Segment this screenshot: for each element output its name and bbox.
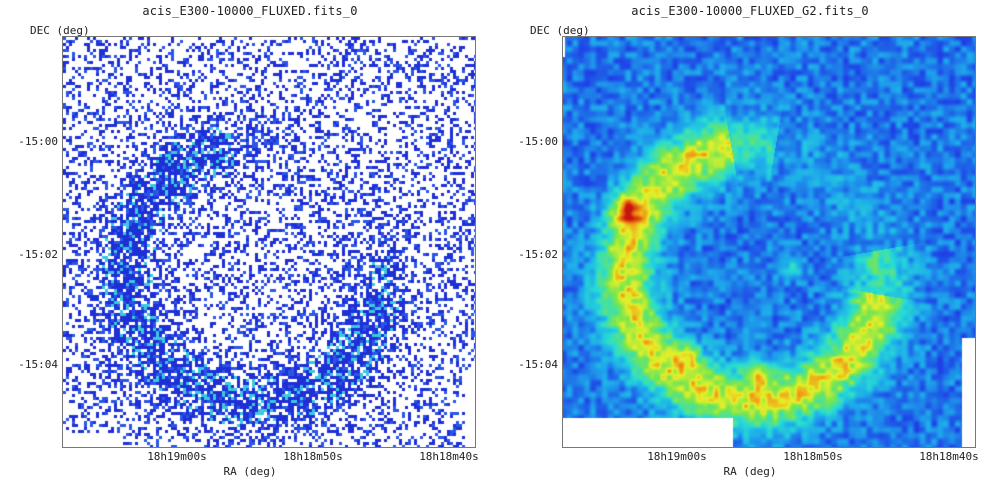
panel-title: acis_E300-10000_FLUXED_G2.fits_0 bbox=[631, 4, 869, 18]
raw-image-canvas[interactable] bbox=[63, 37, 475, 447]
image-plot-area[interactable] bbox=[62, 36, 476, 448]
dec-tick-label: -15:04 bbox=[18, 358, 58, 371]
ra-axis-label: RA (deg) bbox=[723, 465, 777, 478]
ra-axis-label: RA (deg) bbox=[223, 465, 277, 478]
ra-tick-label: 18h19m00s bbox=[647, 450, 707, 463]
dec-tick-label: -15:00 bbox=[518, 135, 558, 148]
panel-right-smoothed: acis_E300-10000_FLUXED_G2.fits_0 DEC (de… bbox=[500, 0, 1000, 485]
dec-tick-label: -15:02 bbox=[518, 248, 558, 261]
ra-tick-label: 18h18m40s bbox=[919, 450, 979, 463]
smoothed-image-canvas[interactable] bbox=[563, 37, 975, 447]
dec-tick-label: -15:00 bbox=[18, 135, 58, 148]
ra-tick-label: 18h18m40s bbox=[419, 450, 479, 463]
panel-title: acis_E300-10000_FLUXED.fits_0 bbox=[142, 4, 358, 18]
ra-tick-label: 18h19m00s bbox=[147, 450, 207, 463]
ra-tick-label: 18h18m50s bbox=[283, 450, 343, 463]
ra-tick-label: 18h18m50s bbox=[783, 450, 843, 463]
dec-tick-label: -15:04 bbox=[518, 358, 558, 371]
panel-left-raw: acis_E300-10000_FLUXED.fits_0 DEC (deg) … bbox=[18, 4, 479, 478]
image-plot-area[interactable] bbox=[562, 36, 976, 448]
dec-axis-label: DEC (deg) bbox=[530, 24, 590, 37]
dec-axis-label: DEC (deg) bbox=[30, 24, 90, 37]
dec-tick-label: -15:02 bbox=[18, 248, 58, 261]
